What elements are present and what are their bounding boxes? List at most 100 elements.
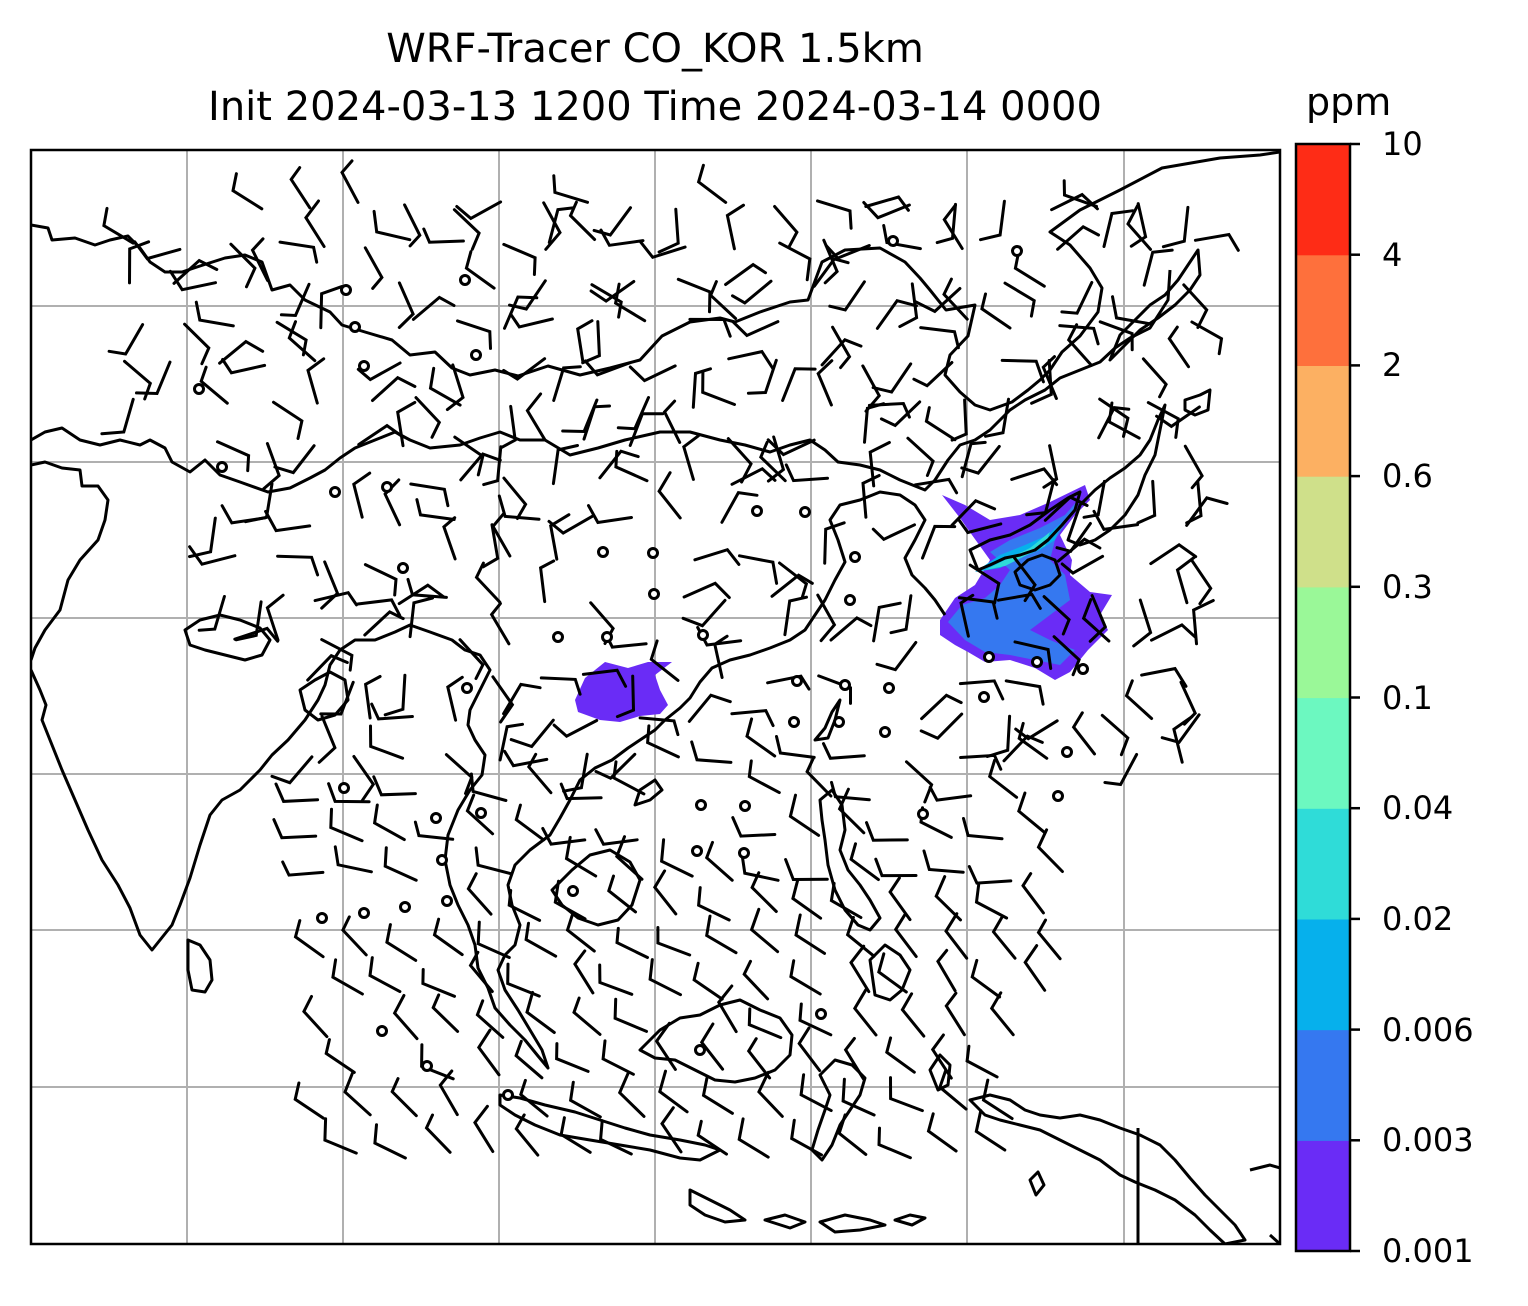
wind-barb: [1017, 721, 1049, 760]
wind-barb: [1146, 401, 1180, 439]
calm-wind-circle: [1061, 746, 1073, 758]
wind-barb: [1071, 711, 1096, 756]
wind-barb: [829, 616, 873, 642]
calm-wind-circle: [552, 631, 564, 643]
wind-barb: [798, 1002, 833, 1037]
colorbar-tick-label: 0.006: [1382, 1010, 1474, 1049]
wind-barb: [816, 359, 834, 407]
wind-barb: [938, 1069, 968, 1111]
wind-barb: [823, 521, 846, 565]
wind-barb: [363, 610, 405, 637]
map-title: WRF-Tracer CO_KOR 1.5km: [386, 26, 924, 72]
wind-barb: [646, 724, 680, 759]
wind-barb: [514, 1113, 540, 1157]
wind-barb: [1190, 558, 1213, 606]
wind-barb: [281, 860, 325, 877]
wind-barb: [749, 907, 780, 954]
wind-barb: [293, 1081, 325, 1120]
wind-barb: [519, 1078, 549, 1118]
colorbar-tick-label: 0.1: [1382, 678, 1433, 717]
wind-barb: [708, 280, 738, 320]
calm-wind-circle: [983, 651, 995, 663]
wind-barb: [102, 206, 135, 245]
wind-barb: [906, 436, 935, 477]
wind-barb: [766, 674, 811, 691]
wind-barb: [564, 835, 598, 878]
calm-wind-circle: [430, 812, 442, 824]
wind-barb: [1060, 281, 1094, 315]
wind-barb: [696, 163, 728, 204]
calm-wind-circle: [421, 1060, 433, 1072]
wind-barb: [1092, 509, 1140, 532]
colorbar-tick-label: 4: [1382, 235, 1403, 274]
wind-barb: [572, 996, 602, 1036]
wind-barb: [188, 545, 237, 566]
wind-barb: [502, 476, 528, 520]
wind-barb: [172, 258, 219, 285]
wind-barb: [357, 423, 405, 446]
wind-barb: [874, 857, 918, 878]
wind-barb: [861, 474, 881, 519]
wind-barb: [363, 675, 382, 720]
wind-barb: [581, 668, 628, 688]
wind-barb: [868, 441, 891, 488]
wind-barb: [989, 991, 1015, 1037]
wind-barb: [942, 203, 964, 250]
wind-barb: [1172, 715, 1194, 764]
wind-barb: [759, 440, 787, 483]
wind-barb: [424, 1113, 452, 1154]
wind-barb: [428, 366, 462, 407]
wind-barb: [411, 295, 456, 321]
wind-barb: [421, 968, 456, 998]
wind-barb: [1142, 248, 1174, 287]
wind-barb: [616, 396, 650, 431]
wind-barb: [960, 440, 987, 479]
wind-barb: [503, 295, 539, 330]
wind-barb: [974, 1109, 1007, 1152]
wind-barb: [287, 320, 317, 363]
wind-barb: [662, 399, 682, 444]
wind-barb: [958, 679, 1005, 701]
wind-barb: [970, 958, 1002, 999]
wind-barb: [552, 719, 599, 739]
wind-barb: [409, 482, 450, 508]
wind-barb: [1058, 324, 1100, 346]
wind-barb: [865, 821, 909, 842]
wind-barb: [498, 722, 524, 762]
wind-barb: [302, 995, 329, 1039]
wind-barb: [363, 563, 398, 597]
wind-barb: [849, 944, 871, 994]
calm-wind-circle: [329, 486, 341, 498]
wind-barbs: [100, 159, 1240, 1160]
wind-barb: [320, 638, 354, 672]
wind-barb: [746, 1037, 772, 1080]
wind-barb: [822, 238, 839, 285]
wind-barb: [705, 914, 738, 955]
wind-barb: [1000, 358, 1045, 384]
wind-barb: [599, 1119, 633, 1156]
wind-barb: [687, 693, 732, 723]
wind-barb: [688, 317, 732, 338]
wind-barb: [1107, 401, 1141, 440]
wind-barb: [613, 282, 647, 323]
colorbar-segment: [1296, 1140, 1350, 1252]
calm-wind-circle: [648, 588, 660, 600]
wind-barb: [392, 994, 419, 1041]
wind-barb: [107, 323, 145, 356]
wind-barb: [893, 913, 918, 958]
wind-barb: [1036, 918, 1062, 961]
wind-barb: [594, 752, 637, 780]
calm-wind-circle: [216, 461, 228, 473]
wind-barb: [613, 997, 648, 1033]
wind-barb: [432, 917, 464, 957]
wind-barb: [194, 300, 235, 328]
colorbar-tick-label: 0.02: [1382, 899, 1454, 938]
wind-barb: [598, 963, 634, 996]
wind-barb: [168, 269, 217, 292]
wind-barb: [638, 240, 687, 260]
wind-barb: [920, 693, 963, 721]
wind-barb: [502, 242, 537, 276]
wind-barb: [524, 921, 558, 958]
wind-barb: [590, 283, 623, 319]
